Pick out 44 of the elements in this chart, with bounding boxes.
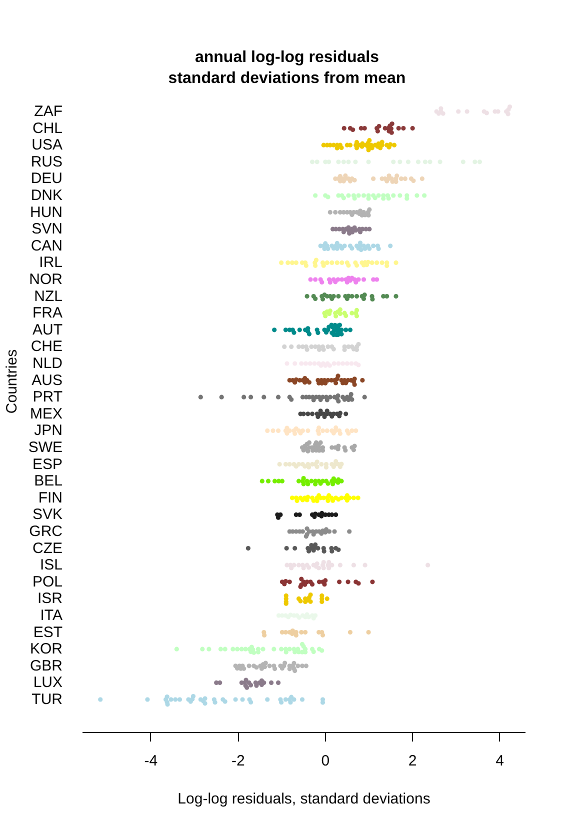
y-tick-label: KOR <box>30 640 63 658</box>
y-tick-label: POL <box>32 573 62 590</box>
y-tick-label: AUT <box>32 321 62 338</box>
y-tick-label: BEL <box>34 472 63 490</box>
y-tick-label: DNK <box>30 187 62 204</box>
y-tick-label: MEX <box>30 405 63 422</box>
x-tick-label: -2 <box>231 752 245 770</box>
y-tick-label: ISR <box>37 590 63 608</box>
y-tick-label: SVN <box>32 220 62 238</box>
y-tick-label: GBR <box>30 657 63 674</box>
y-tick-label: SWE <box>28 439 63 456</box>
y-tick-label: ZAF <box>34 103 63 120</box>
y-tick-label: PRT <box>32 388 63 406</box>
x-tick-label: 0 <box>321 752 330 770</box>
y-tick-label: AUS <box>32 372 62 389</box>
y-tick-label: ISL <box>40 556 62 574</box>
y-tick-label: TUR <box>32 691 63 708</box>
y-tick-label: IRL <box>39 254 62 272</box>
y-tick-label: USA <box>32 136 62 154</box>
y-tick-label: CHL <box>32 120 63 137</box>
y-tick-label: CAN <box>30 237 62 254</box>
y-tick-label: NOR <box>29 271 63 288</box>
chart-title: annual log-log residuals standard deviations from mean <box>168 49 406 87</box>
y-tick-label: CHE <box>30 338 62 356</box>
y-tick-label: ITA <box>40 607 63 624</box>
y-tick-label: FRA <box>32 304 62 322</box>
y-axis-title: Countries <box>3 349 20 414</box>
y-tick-label: NZL <box>34 288 63 305</box>
y-tick-label: EST <box>33 624 63 641</box>
y-tick-label: GRC <box>29 523 63 540</box>
y-tick-label: ESP <box>32 456 62 473</box>
x-tick-label: 2 <box>408 752 417 770</box>
y-tick-label: SVK <box>32 506 62 524</box>
y-tick-label: NLD <box>32 355 63 372</box>
y-tick-label: RUS <box>30 153 62 170</box>
x-tick-label: -4 <box>144 752 158 770</box>
y-tick-label: DEU <box>30 170 62 188</box>
y-tick-label: HUN <box>30 204 62 221</box>
y-tick-label: FIN <box>38 489 63 506</box>
x-tick-label: 4 <box>496 752 504 770</box>
y-tick-label: CZE <box>32 540 62 557</box>
y-tick-label: LUX <box>33 674 63 692</box>
y-tick-label: JPN <box>34 422 63 440</box>
x-axis-title: Log-log residuals, standard deviations <box>178 790 430 808</box>
